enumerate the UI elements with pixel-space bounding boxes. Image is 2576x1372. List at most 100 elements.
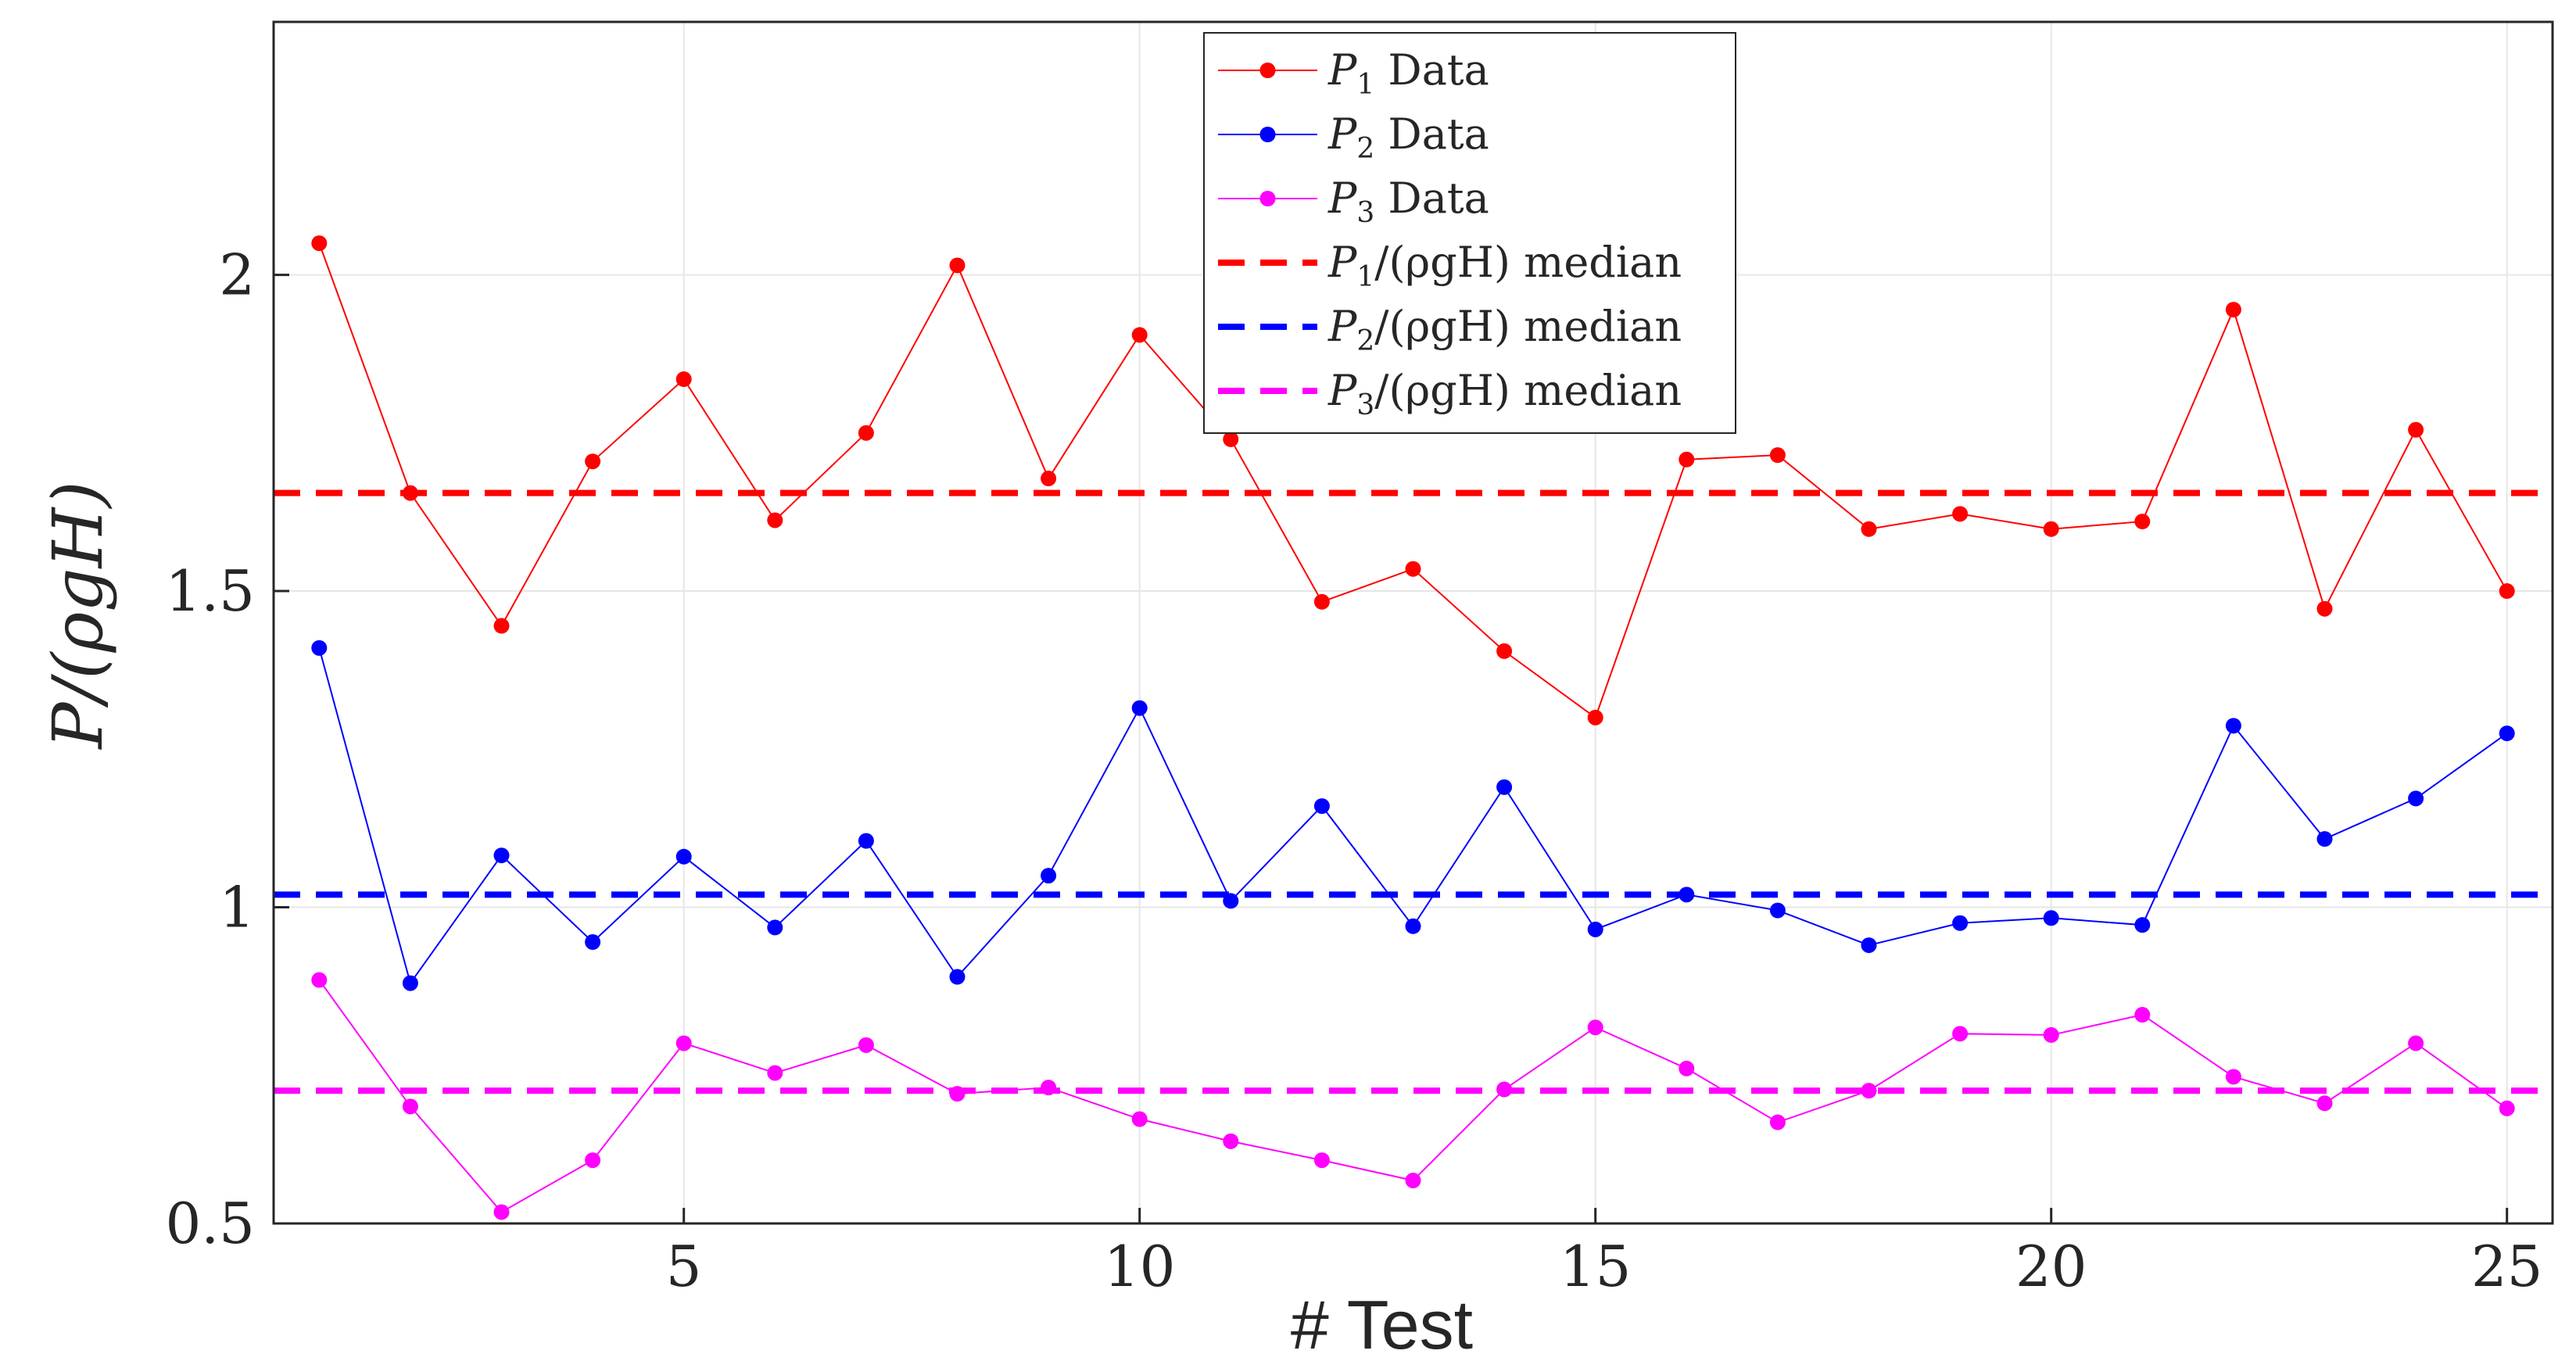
data-point xyxy=(675,848,692,865)
series-points xyxy=(311,235,2515,1220)
data-point xyxy=(1041,868,1057,884)
data-point xyxy=(1679,1060,1695,1076)
legend-entry-label: P2 Data xyxy=(1327,109,1489,165)
legend-box xyxy=(1203,32,1736,434)
data-point xyxy=(1313,798,1330,815)
data-point xyxy=(858,424,874,441)
data-point xyxy=(1131,1111,1148,1127)
data-point xyxy=(1223,431,1239,447)
data-point xyxy=(585,1152,601,1169)
data-point xyxy=(1223,893,1239,909)
data-point xyxy=(767,512,783,528)
data-point xyxy=(402,975,418,991)
x-axis-title: # Test xyxy=(1291,1286,1473,1363)
x-axis-ticks: 5 10 15 20 25 xyxy=(666,1208,2543,1299)
data-point xyxy=(1496,779,1513,795)
legend-swatch-marker xyxy=(1259,191,1276,206)
data-point xyxy=(1952,915,1969,931)
data-point xyxy=(675,1035,692,1051)
data-point xyxy=(2408,1035,2424,1051)
data-point xyxy=(2134,1007,2151,1023)
data-point xyxy=(493,847,510,864)
data-point xyxy=(1679,887,1695,903)
legend-entry-label: P3/(ρgH) median xyxy=(1327,366,1682,421)
data-point xyxy=(1131,700,1148,716)
legend-entry-label: P3 Data xyxy=(1327,174,1489,229)
data-point xyxy=(2225,1069,2241,1085)
data-point xyxy=(2408,790,2424,807)
data-point xyxy=(1587,921,1603,937)
data-point xyxy=(585,453,601,470)
data-point xyxy=(2134,917,2151,933)
y-tick-label: 0.5 xyxy=(165,1191,255,1256)
x-tick-label: 15 xyxy=(1560,1234,1632,1299)
data-point xyxy=(1405,561,1421,577)
plot-area-border xyxy=(272,20,2554,1225)
data-point xyxy=(1041,1080,1057,1096)
data-point xyxy=(1679,451,1695,467)
data-point xyxy=(2499,583,2515,600)
x-tick-label: 20 xyxy=(2015,1234,2087,1299)
data-point xyxy=(585,934,601,951)
data-point xyxy=(2043,910,2059,926)
data-point xyxy=(1131,327,1148,343)
data-point xyxy=(1769,1114,1786,1130)
data-point xyxy=(1223,1133,1239,1149)
data-point xyxy=(1313,593,1330,610)
data-point xyxy=(1952,1026,1969,1042)
data-point xyxy=(949,969,966,985)
legend-swatch-marker xyxy=(1259,63,1276,78)
data-point xyxy=(949,257,966,274)
data-point xyxy=(2316,600,2333,617)
x-tick-label: 5 xyxy=(666,1234,702,1299)
data-point xyxy=(402,1098,418,1115)
data-point xyxy=(1405,918,1421,934)
y-axis-title: P/(ρgH) xyxy=(38,481,118,750)
data-point xyxy=(1587,1019,1603,1036)
data-point xyxy=(949,1086,966,1102)
data-point xyxy=(2499,1100,2515,1116)
data-point xyxy=(2225,718,2241,734)
data-point xyxy=(2225,302,2241,318)
legend-entry-label: P1/(ρgH) median xyxy=(1327,238,1682,293)
data-point xyxy=(311,972,328,988)
data-point xyxy=(2316,831,2333,847)
data-point xyxy=(1952,506,1969,522)
legend-entry-label: P1 Data xyxy=(1327,45,1489,101)
data-point xyxy=(1769,447,1786,464)
data-point xyxy=(767,919,783,936)
y-tick-label: 1 xyxy=(219,875,255,940)
x-tick-label: 25 xyxy=(2471,1234,2543,1299)
data-point xyxy=(1496,643,1513,659)
data-point xyxy=(2316,1095,2333,1112)
data-point xyxy=(2134,514,2151,530)
legend-swatch-marker xyxy=(1259,127,1276,142)
data-point xyxy=(858,1037,874,1053)
data-point xyxy=(2499,725,2515,742)
data-point xyxy=(311,639,328,656)
y-tick-label: 1.5 xyxy=(165,558,255,624)
x-tick-label: 10 xyxy=(1104,1234,1176,1299)
data-point xyxy=(493,1204,510,1220)
data-point xyxy=(1769,902,1786,919)
data-point xyxy=(1861,1083,1877,1099)
data-point xyxy=(1041,471,1057,487)
legend-entry-label: P2/(ρgH) median xyxy=(1327,302,1682,357)
data-point xyxy=(1313,1152,1330,1169)
data-point xyxy=(1405,1172,1421,1188)
data-point xyxy=(402,485,418,501)
data-point xyxy=(1587,709,1603,725)
data-point xyxy=(493,618,510,634)
data-point xyxy=(858,833,874,849)
data-point xyxy=(675,371,692,388)
y-axis-ticks: 0.5 1 1.5 2 xyxy=(165,242,289,1256)
data-point xyxy=(2043,521,2059,537)
data-point xyxy=(311,235,328,252)
data-point xyxy=(1861,521,1877,537)
y-tick-label: 2 xyxy=(219,242,255,308)
data-point xyxy=(1861,937,1877,954)
data-point xyxy=(1496,1081,1513,1098)
data-point xyxy=(767,1065,783,1081)
data-point xyxy=(2043,1026,2059,1043)
